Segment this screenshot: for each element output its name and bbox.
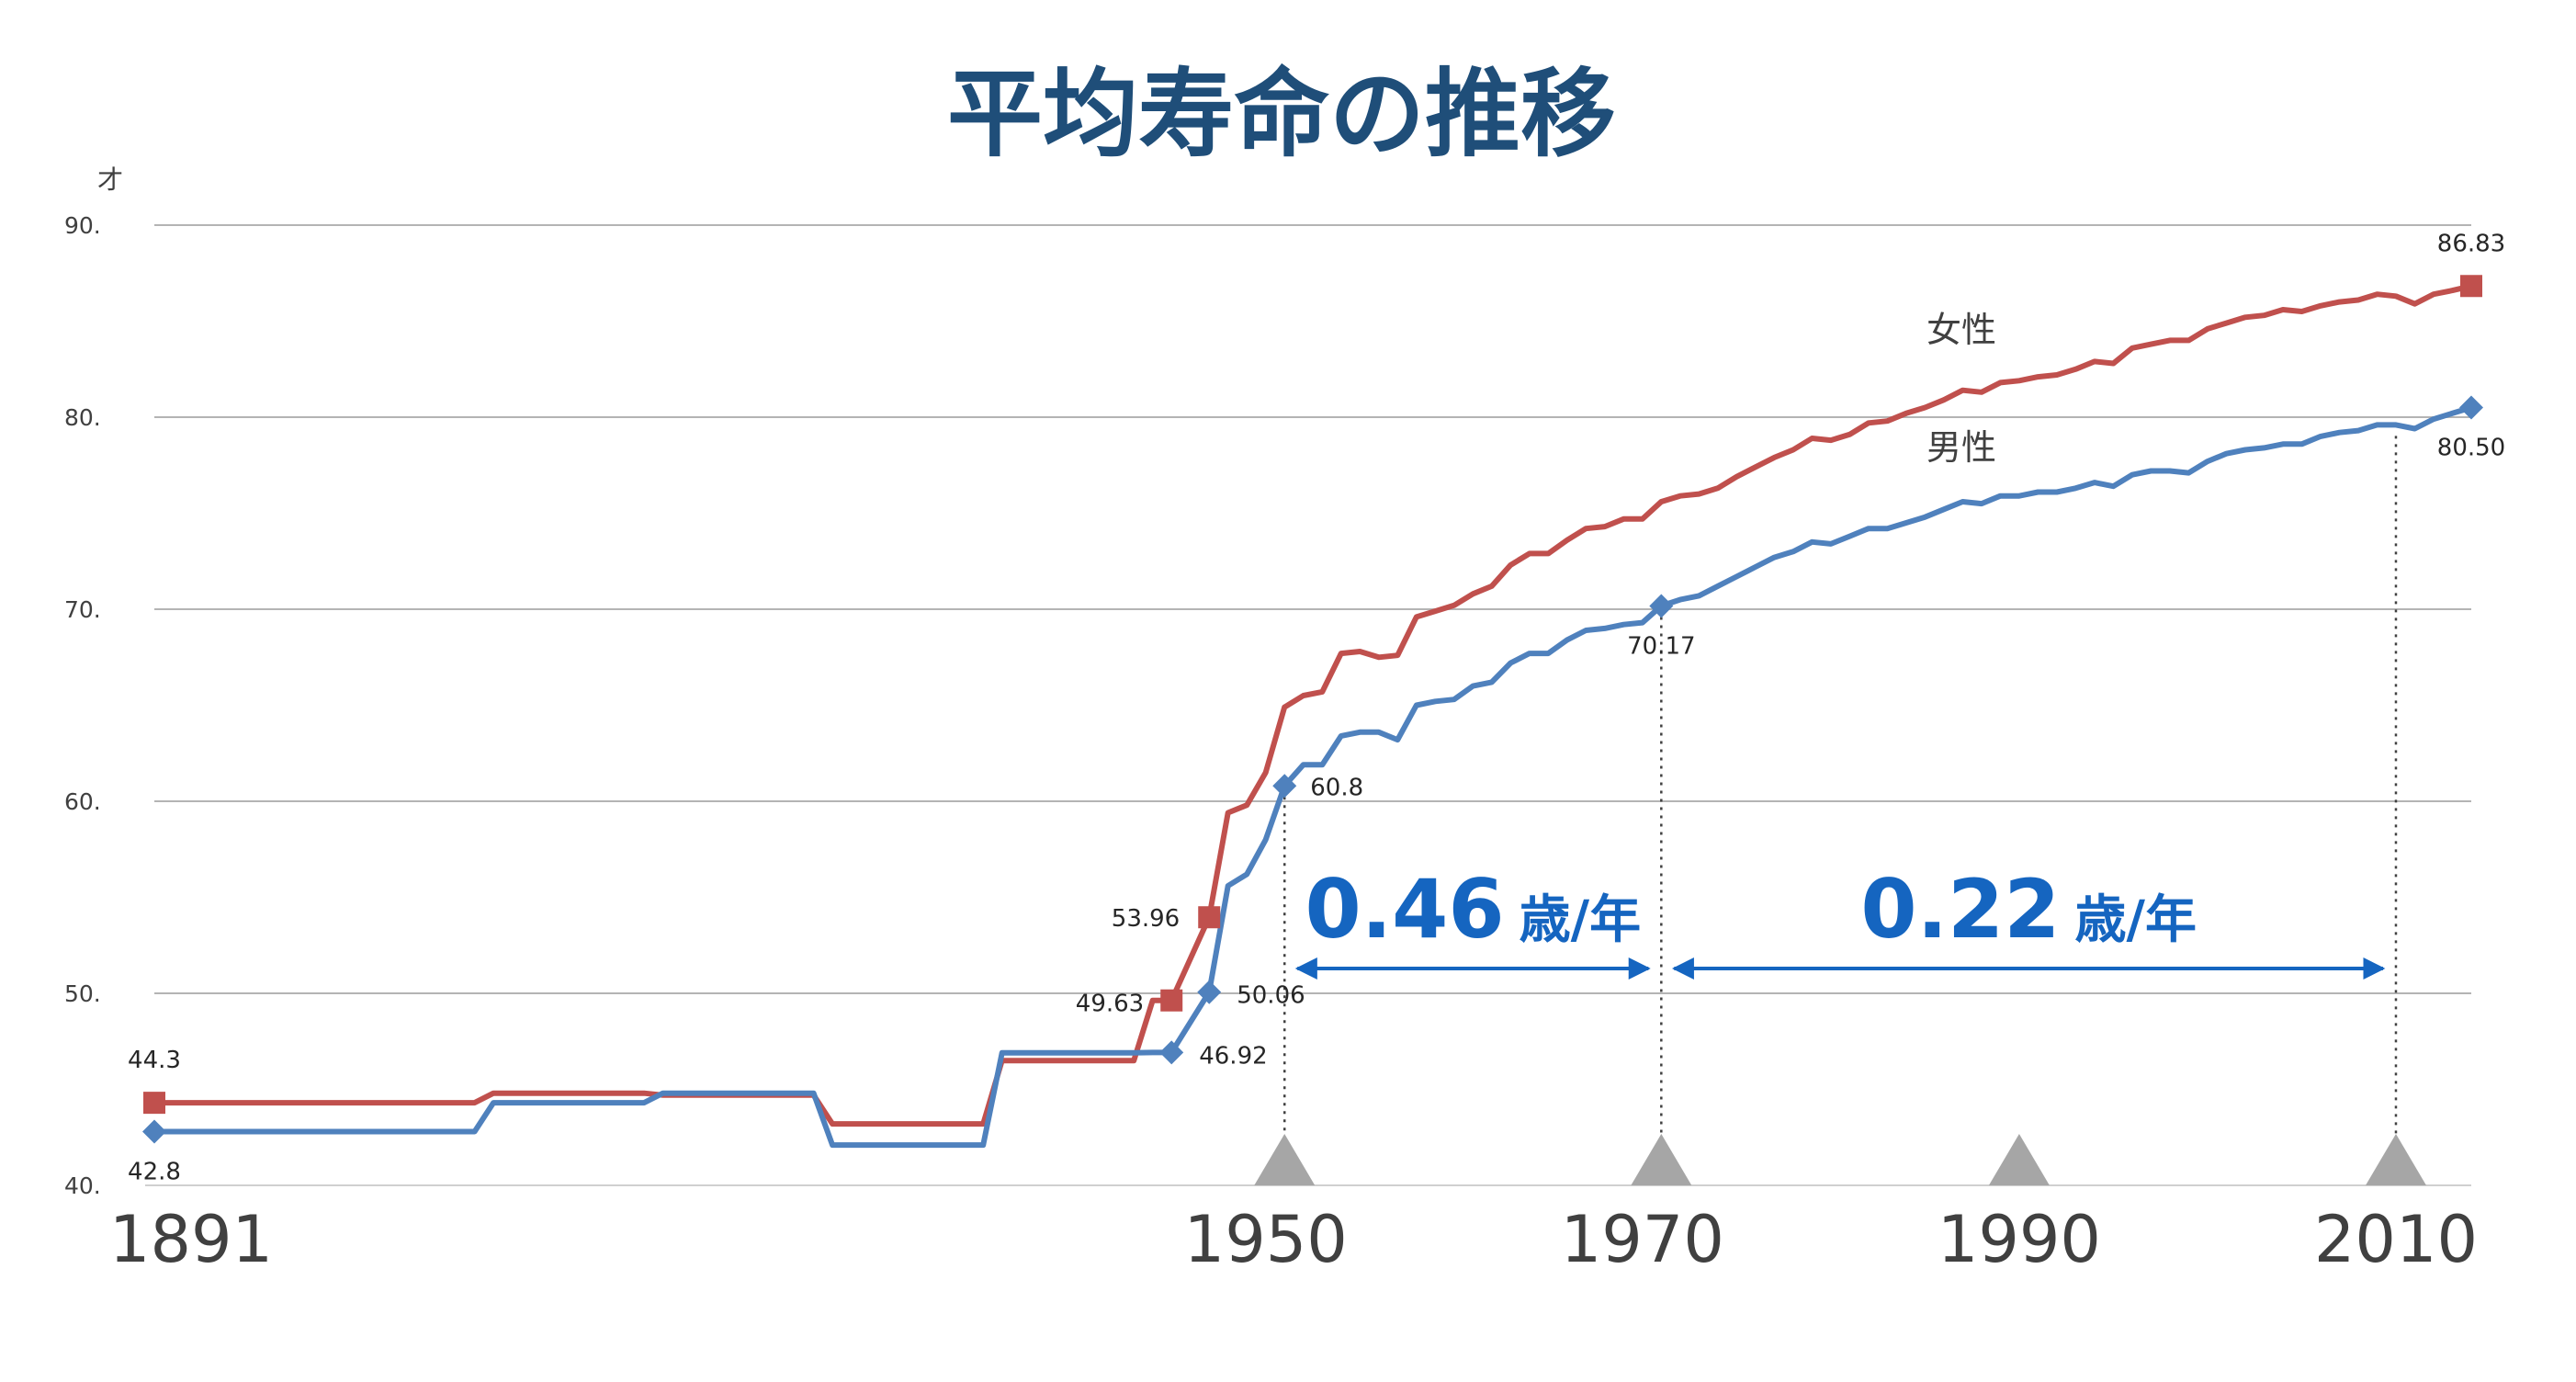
data-label: 49.63 [1076,991,1144,1018]
data-point-diamond [1197,980,1222,1004]
series-label: 男性 [1926,427,1996,468]
y-tick-label: 70. [64,596,101,623]
data-points [142,275,2483,1144]
rate-label: 0.22 歳/年 [1860,862,2197,957]
data-label: 86.83 [2437,230,2505,257]
y-tick-labels: 90. 80. 70. 60. 50. 40. [64,212,101,1199]
data-label: 53.96 [1112,905,1180,933]
chart-title: 平均寿命の推移 [947,58,1616,170]
x-tick-label: 1891 [109,1202,273,1277]
x-tick-label: 1950 [1184,1202,1348,1277]
data-label: 44.3 [128,1047,181,1074]
data-point-diamond [1272,774,1297,799]
data-point-diamond [142,1119,166,1144]
year-marker-triangle [1631,1134,1692,1185]
y-tick-label: 60. [64,788,101,815]
reference-lines [1282,436,2398,1185]
data-label: 60.8 [1310,774,1363,801]
data-point-square [143,1092,165,1115]
series-lines [154,283,2472,1149]
data-label: 80.50 [2437,435,2505,462]
data-label: 46.92 [1199,1042,1267,1070]
year-marker-triangle [1254,1134,1316,1185]
series-label: 女性 [1926,310,1996,350]
data-point-square [2460,275,2482,298]
data-point-square [1198,906,1221,929]
y-tick-label: 50. [64,980,101,1007]
x-tick-label: 1990 [1938,1202,2101,1277]
series-line-female [154,283,2472,1127]
y-tick-label: 80. [64,404,101,431]
rate-label: 0.46 歳/年 [1305,862,1641,957]
x-axis: 1891 1950 1970 1990 2010 [109,1134,2478,1277]
data-labels: 44.3 42.8 49.63 46.92 53.96 50.06 60.8 70.17 86.… [128,230,2505,1185]
gridlines [154,224,2471,1186]
x-tick-label: 1970 [1561,1202,1724,1277]
year-marker-triangle [1988,1134,2050,1185]
x-tick-label: 2010 [2314,1202,2478,1277]
data-point-square [1160,989,1183,1012]
y-tick-label: 90. [64,212,101,239]
y-tick-label: 40. [64,1172,101,1199]
data-label: 70.17 [1627,632,1695,660]
data-label: 50.06 [1237,982,1305,1010]
data-point-diamond [1649,594,1674,618]
data-point-diamond [2459,395,2483,420]
rate-annotations: 0.46 歳/年 0.22 歳/年 [1294,862,2386,980]
year-marker-triangle [2365,1134,2426,1185]
y-axis-unit: 才 [97,164,123,195]
data-label: 42.8 [128,1158,181,1185]
data-point-diamond [1159,1040,1184,1065]
series-line-male [154,404,2472,1149]
